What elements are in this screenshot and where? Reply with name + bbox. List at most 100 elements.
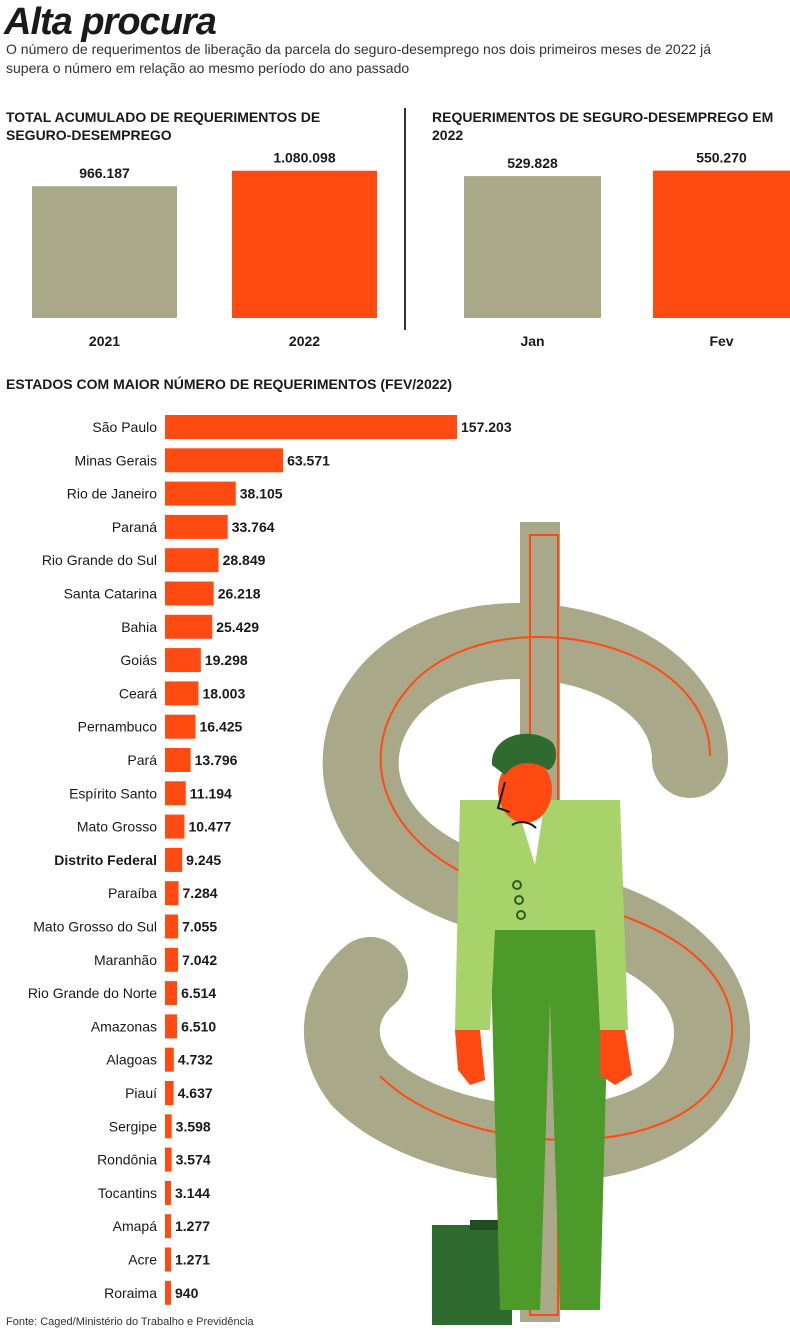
state-value-label: 28.849 [223, 552, 266, 568]
state-value-label: 9.245 [186, 852, 221, 868]
state-label: Pernambuco [78, 719, 158, 735]
state-value-label: 7.042 [182, 952, 217, 968]
state-bar [165, 681, 199, 706]
state-label: São Paulo [92, 419, 157, 435]
state-label: Piauí [125, 1085, 157, 1101]
state-bar [165, 1147, 172, 1172]
state-value-label: 63.571 [287, 452, 330, 468]
state-value-label: 33.764 [232, 519, 275, 535]
monthly-category-label: Fev [709, 333, 733, 349]
state-bar [165, 781, 186, 806]
state-bar [165, 648, 201, 673]
monthly-value-label: 529.828 [507, 155, 558, 171]
state-value-label: 7.284 [183, 885, 218, 901]
state-value-label: 26.218 [218, 586, 261, 602]
state-bar [165, 914, 179, 939]
accumulated-bar-chart: 966.187 2021 1.080.098 2022 [32, 150, 377, 349]
accumulated-value-label: 966.187 [79, 165, 130, 181]
state-value-label: 1.271 [175, 1252, 210, 1268]
state-value-label: 16.425 [200, 719, 243, 735]
state-bar [165, 981, 178, 1006]
accumulated-category-label: 2022 [289, 333, 320, 349]
state-label: Bahia [121, 619, 157, 635]
state-bar [165, 448, 284, 473]
source-note: Fonte: Caged/Ministério do Trabalho e Pr… [6, 1316, 254, 1328]
state-value-label: 4.732 [178, 1052, 213, 1068]
state-bar [165, 847, 183, 872]
state-label: Mato Grosso [77, 819, 157, 835]
state-label: Acre [128, 1252, 157, 1268]
state-label: Ceará [119, 685, 157, 701]
state-bar [165, 1247, 171, 1272]
chart-subtitle: O número de requerimentos de liberação d… [6, 41, 712, 76]
state-value-label: 19.298 [205, 652, 248, 668]
state-bar [165, 1047, 174, 1072]
state-label: Distrito Federal [54, 852, 157, 868]
state-label: Pará [127, 752, 157, 768]
state-bar [165, 548, 219, 573]
state-label: Maranhão [94, 952, 157, 968]
state-label: Amapá [113, 1218, 158, 1234]
state-value-label: 6.510 [181, 1018, 216, 1034]
state-label: Rio Grande do Sul [42, 552, 157, 568]
state-label: Tocantins [98, 1185, 157, 1201]
state-bar [165, 1180, 171, 1205]
state-value-label: 3.144 [175, 1185, 210, 1201]
state-bar [165, 1081, 174, 1105]
state-label: Roraima [104, 1285, 157, 1301]
accumulated-value-label: 1.080.098 [273, 150, 335, 166]
monthly-category-label: Jan [520, 333, 544, 349]
state-bar [165, 748, 191, 772]
state-bar [165, 881, 179, 906]
accumulated-category-label: 2021 [89, 333, 120, 349]
panel-divider [404, 108, 406, 330]
state-bar [165, 481, 236, 506]
state-bar [165, 1214, 171, 1239]
state-bar [165, 614, 213, 639]
state-label: Alagoas [106, 1052, 157, 1068]
man-figure [432, 733, 632, 1325]
state-label: Espírito Santo [69, 785, 157, 801]
state-label: Amazonas [91, 1018, 157, 1034]
state-label: Mato Grosso do Sul [33, 919, 157, 935]
state-value-label: 7.055 [182, 919, 217, 935]
panel-title-states: ESTADOS COM MAIOR NÚMERO DE REQUERIMENTO… [6, 376, 452, 392]
state-bar [165, 947, 179, 972]
state-bar [165, 415, 457, 439]
state-value-label: 38.105 [240, 486, 283, 502]
state-label: Paraíba [108, 885, 157, 901]
state-value-label: 10.477 [188, 819, 231, 835]
state-bar [165, 1014, 178, 1039]
state-bar [165, 514, 228, 539]
state-value-label: 25.429 [216, 619, 259, 635]
state-bar [165, 1280, 171, 1305]
monthly-value-label: 550.270 [696, 150, 747, 166]
state-value-label: 6.514 [181, 985, 216, 1001]
panel-title-accumulated: TOTAL ACUMULADO DE REQUERIMENTOS DE SEGU… [6, 109, 321, 143]
monthly-bar-Jan [464, 176, 601, 318]
state-value-label: 940 [175, 1285, 199, 1301]
state-label: Paraná [112, 519, 157, 535]
state-label: Sergipe [109, 1118, 157, 1134]
state-value-label: 18.003 [202, 685, 245, 701]
state-bar [165, 581, 214, 606]
state-value-label: 11.194 [190, 785, 232, 801]
state-label: Rio de Janeiro [67, 486, 157, 502]
state-label: Santa Catarina [64, 586, 158, 602]
chart-title: Alta procura [4, 1, 217, 43]
state-value-label: 13.796 [195, 752, 238, 768]
state-label: Rondônia [97, 1152, 157, 1168]
accumulated-bar-2021 [32, 186, 177, 318]
state-label: Minas Gerais [75, 452, 157, 468]
state-value-label: 3.598 [176, 1118, 211, 1134]
state-label: Goiás [120, 652, 157, 668]
accumulated-bar-2022 [232, 170, 377, 318]
state-value-label: 1.277 [175, 1218, 210, 1234]
monthly-bar-Fev [653, 170, 790, 318]
state-value-label: 3.574 [176, 1152, 211, 1168]
state-value-label: 4.637 [178, 1085, 213, 1101]
monthly-bar-chart: 529.828 Jan 550.270 Fev [464, 150, 790, 349]
state-value-label: 157.203 [461, 419, 512, 435]
